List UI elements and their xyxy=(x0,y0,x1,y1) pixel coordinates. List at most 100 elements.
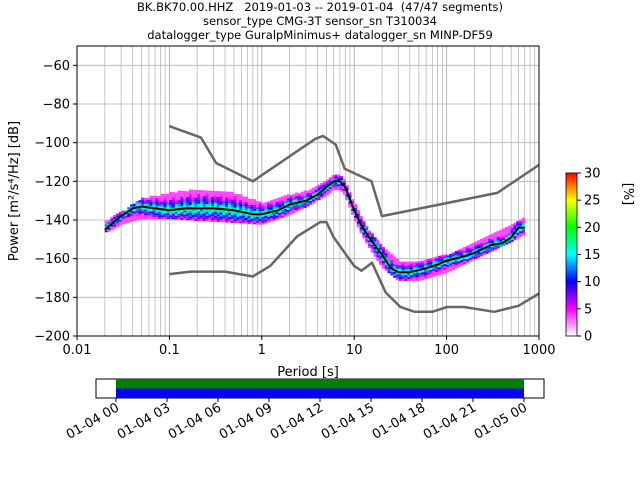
heatmap-cell xyxy=(222,214,226,217)
heatmap-cell xyxy=(513,238,517,241)
heatmap-cell xyxy=(216,212,220,215)
heatmap-cell xyxy=(149,197,153,200)
heatmap-cell xyxy=(208,202,212,205)
heatmap-cell xyxy=(166,201,170,204)
heatmap-cell xyxy=(323,189,327,192)
heatmap-cell xyxy=(311,189,316,192)
heatmap-cell xyxy=(401,273,405,276)
heatmap-cell xyxy=(519,223,523,226)
heatmap-cell xyxy=(191,191,195,194)
heatmap-cell xyxy=(516,223,520,226)
heatmap-cell xyxy=(309,193,313,196)
heatmap-cell xyxy=(185,218,190,221)
heatmap-cell xyxy=(188,199,192,202)
heatmap-cell xyxy=(460,250,464,253)
heatmap-cell xyxy=(250,218,254,221)
heatmap-cell xyxy=(395,266,400,269)
heatmap-cell xyxy=(337,182,341,185)
heatmap-cell xyxy=(230,218,234,221)
heatmap-cell xyxy=(440,264,444,267)
heatmap-cell xyxy=(160,203,164,206)
heatmap-cell xyxy=(289,210,293,213)
heatmap-cell xyxy=(213,202,218,205)
heatmap-cell xyxy=(440,262,444,265)
heatmap-cell xyxy=(233,215,237,218)
heatmap-cell xyxy=(230,191,234,194)
heatmap-cell xyxy=(502,228,506,231)
heatmap-cell xyxy=(261,206,265,209)
heatmap-cell xyxy=(233,219,237,222)
heatmap-cell xyxy=(491,241,495,244)
heatmap-cell xyxy=(146,197,150,200)
heatmap-cell xyxy=(183,191,187,194)
heatmap-cell xyxy=(174,196,178,199)
colorbar-tick-label: 20 xyxy=(584,221,601,236)
heatmap-cell xyxy=(104,222,108,225)
heatmap-cell xyxy=(306,200,310,203)
heatmap-cell xyxy=(267,214,271,217)
y-tick-label: −160 xyxy=(34,252,70,267)
heatmap-cell xyxy=(155,209,159,212)
heatmap-cell xyxy=(222,195,226,198)
heatmap-cell xyxy=(491,235,495,238)
heatmap-cell xyxy=(199,205,204,208)
heatmap-cell xyxy=(180,202,184,205)
heatmap-cell xyxy=(247,208,251,211)
heatmap-cell xyxy=(407,265,411,268)
heatmap-cell xyxy=(359,229,363,232)
heatmap-cell xyxy=(269,219,274,222)
heatmap-cell xyxy=(404,275,408,278)
heatmap-cell xyxy=(449,261,453,264)
heatmap-cell xyxy=(339,179,344,182)
heatmap-cell xyxy=(244,198,248,201)
heatmap-cell xyxy=(174,217,178,220)
heatmap-cell xyxy=(446,264,450,267)
heatmap-cell xyxy=(177,202,181,205)
heatmap-cell xyxy=(381,264,386,267)
heatmap-cell xyxy=(261,208,265,211)
heatmap-cell xyxy=(197,193,201,196)
heatmap-cell xyxy=(295,209,299,212)
heatmap-cell xyxy=(194,193,198,196)
heatmap-cell xyxy=(188,208,192,211)
heatmap-cell xyxy=(281,196,285,199)
heatmap-cell xyxy=(367,234,372,237)
heatmap-cell xyxy=(202,201,206,204)
heatmap-cell xyxy=(457,249,461,252)
heatmap-cell xyxy=(146,201,150,204)
heatmap-cell xyxy=(267,203,271,206)
heatmap-cell xyxy=(169,199,173,202)
heatmap-cell xyxy=(275,202,279,205)
heatmap-cell xyxy=(211,210,215,213)
heatmap-cell xyxy=(241,219,246,222)
heatmap-cell xyxy=(261,203,265,206)
heatmap-cell xyxy=(202,209,206,212)
heatmap-cell xyxy=(219,206,223,209)
heatmap-cell xyxy=(118,223,122,226)
heatmap-cell xyxy=(155,213,159,216)
heatmap-cell xyxy=(169,197,173,200)
heatmap-cell xyxy=(216,202,220,205)
heatmap-cell xyxy=(289,195,293,198)
heatmap-cell xyxy=(496,238,500,241)
y-tick-label: −180 xyxy=(34,291,70,306)
heatmap-cell xyxy=(496,240,500,243)
heatmap-cell xyxy=(395,262,400,265)
heatmap-cell xyxy=(482,239,486,242)
heatmap-cell xyxy=(174,211,178,214)
heatmap-cell xyxy=(337,184,341,187)
heatmap-cell xyxy=(488,242,492,245)
heatmap-cell xyxy=(185,216,190,219)
heatmap-cell xyxy=(367,240,372,243)
heatmap-cell xyxy=(463,247,467,250)
heatmap-cell xyxy=(432,263,436,266)
heatmap-cell xyxy=(183,212,187,215)
heatmap-cell xyxy=(169,215,173,218)
heatmap-cell xyxy=(426,276,430,279)
heatmap-cell xyxy=(516,221,520,224)
heatmap-cell xyxy=(429,263,433,266)
heatmap-cell xyxy=(502,243,506,246)
heatmap-cell xyxy=(331,184,335,187)
heatmap-cell xyxy=(309,191,313,194)
